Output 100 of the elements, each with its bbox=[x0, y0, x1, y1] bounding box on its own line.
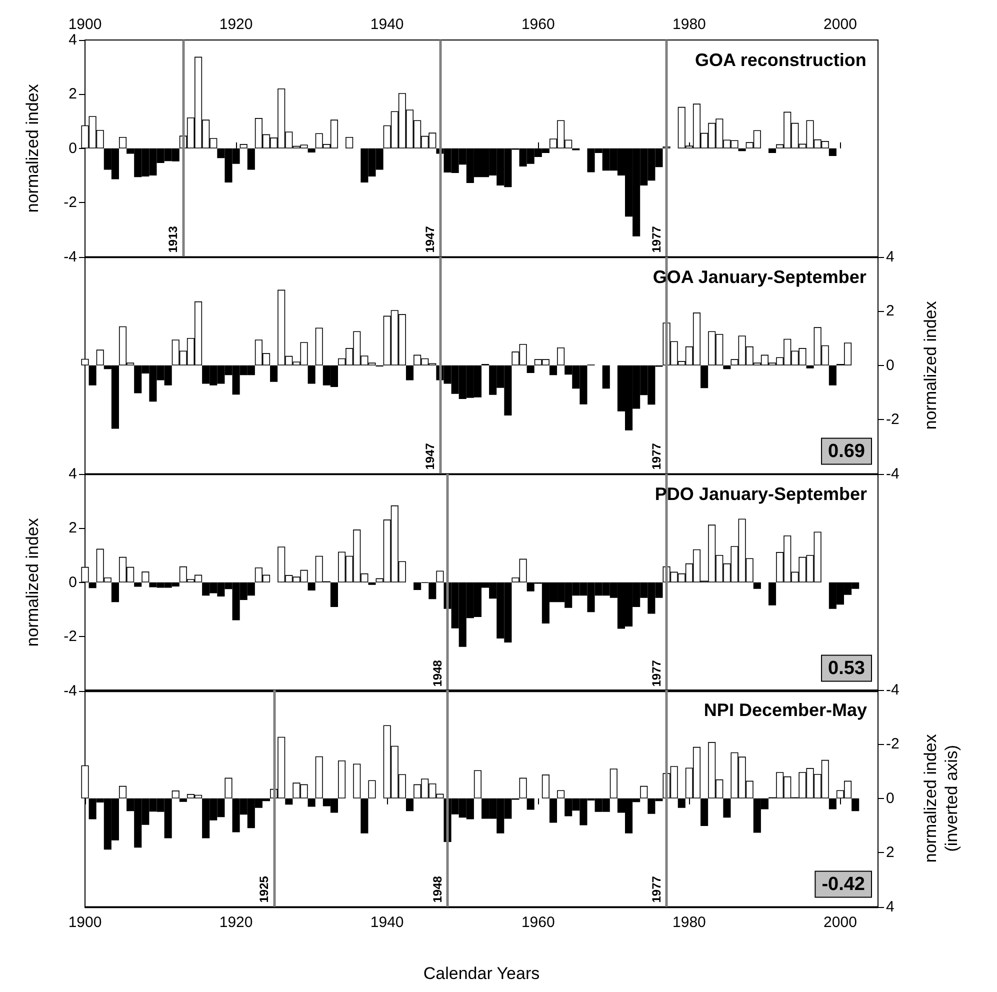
ref-line-label: 1977 bbox=[650, 442, 664, 470]
bar bbox=[526, 365, 534, 373]
bar bbox=[88, 582, 96, 588]
text: GOA reconstruction bbox=[694, 50, 866, 70]
bar bbox=[542, 774, 550, 799]
bar bbox=[828, 148, 836, 156]
bar bbox=[285, 798, 293, 805]
text: NPI December-May bbox=[704, 700, 868, 720]
bar bbox=[96, 349, 104, 366]
x-tick-label: 1900 bbox=[68, 914, 102, 931]
bar bbox=[549, 798, 558, 824]
bar bbox=[118, 136, 127, 148]
bar bbox=[852, 798, 860, 812]
ref-line-label: 1925 bbox=[256, 876, 271, 903]
annotation: 0.53 bbox=[828, 657, 866, 678]
bar bbox=[353, 764, 361, 799]
ref-line-label: 1947 bbox=[422, 442, 437, 470]
bar bbox=[308, 148, 316, 152]
annotation: 0.69 bbox=[828, 440, 866, 462]
bar bbox=[134, 582, 142, 586]
y-tick-label: 4 bbox=[886, 248, 894, 266]
y-tick-label: -4 bbox=[886, 465, 900, 482]
bar bbox=[368, 780, 376, 799]
annotation: -0.42 bbox=[822, 874, 866, 895]
y-tick-label: 0 bbox=[68, 573, 77, 590]
x-tick-label: 1960 bbox=[521, 914, 555, 931]
bar bbox=[142, 571, 150, 582]
y-tick-label: -4 bbox=[64, 682, 77, 699]
y-tick-label: -2 bbox=[886, 736, 900, 753]
y-tick-label: 2 bbox=[886, 302, 894, 320]
bar bbox=[806, 365, 814, 368]
bar bbox=[526, 798, 534, 810]
x-tick-label: 1900 bbox=[68, 16, 102, 33]
y-tick-label: 2 bbox=[886, 844, 894, 862]
bar bbox=[700, 365, 708, 388]
bar bbox=[723, 798, 731, 818]
bar bbox=[315, 327, 323, 366]
text: GOA January-September bbox=[652, 266, 866, 287]
bar bbox=[602, 365, 610, 388]
y-tick-label: -2 bbox=[64, 628, 77, 645]
y-tick-label: 2 bbox=[68, 86, 77, 103]
bar bbox=[723, 365, 731, 369]
bar bbox=[224, 778, 232, 799]
bar bbox=[700, 798, 708, 826]
bar bbox=[768, 582, 776, 605]
bar bbox=[828, 798, 836, 810]
ref-line-label: 1913 bbox=[166, 226, 180, 253]
bar bbox=[247, 148, 255, 170]
y-axis-title: normalized index bbox=[23, 517, 42, 646]
y-tick-label: 4 bbox=[68, 32, 77, 48]
ref-line-label: 1948 bbox=[430, 876, 445, 903]
bar bbox=[308, 582, 316, 590]
x-tick-label: 2000 bbox=[824, 914, 857, 931]
x-tick-label: 1940 bbox=[370, 914, 404, 931]
y-tick-label: -4 bbox=[64, 248, 77, 266]
y-tick-label: 2 bbox=[68, 519, 77, 536]
bar bbox=[610, 768, 618, 799]
bar bbox=[88, 365, 96, 386]
bar bbox=[270, 365, 278, 382]
bar bbox=[179, 798, 187, 802]
x-tick-label: 1980 bbox=[672, 16, 706, 33]
bar bbox=[315, 756, 323, 799]
bar bbox=[768, 148, 776, 153]
bar bbox=[240, 144, 248, 148]
ref-line-label: 1977 bbox=[650, 876, 664, 903]
text: PDO January-September bbox=[654, 484, 868, 504]
bar bbox=[557, 790, 565, 799]
x-axis-title: Calendar Years bbox=[423, 964, 540, 983]
bar bbox=[111, 582, 119, 602]
x-tick-label: 1960 bbox=[521, 16, 555, 33]
y-tick-label: 0 bbox=[886, 356, 894, 374]
y-tick-label: -2 bbox=[64, 194, 77, 212]
y-tick-label: -2 bbox=[886, 410, 900, 428]
bar bbox=[406, 798, 414, 812]
ref-line-label: 1977 bbox=[650, 226, 664, 253]
y-axis-title: normalized index bbox=[921, 300, 940, 430]
bar bbox=[753, 582, 761, 588]
bar bbox=[474, 770, 482, 799]
y-tick-label: 4 bbox=[886, 898, 894, 916]
bar bbox=[557, 347, 565, 366]
y-tick-label: 4 bbox=[68, 465, 77, 482]
y-axis-title: normalized index (inverted axis) bbox=[921, 734, 961, 863]
x-tick-label: 1920 bbox=[219, 16, 253, 33]
bar bbox=[436, 570, 444, 582]
x-tick-label: 1980 bbox=[672, 914, 706, 931]
ref-line-label: 1948 bbox=[430, 659, 445, 686]
x-tick-label: 2000 bbox=[824, 16, 857, 33]
y-axis-title: normalized index bbox=[23, 84, 42, 213]
bar bbox=[678, 798, 686, 808]
ref-line-label: 1977 bbox=[650, 659, 664, 686]
ref-line-label: 1947 bbox=[422, 226, 437, 253]
y-tick-label: 0 bbox=[68, 140, 77, 157]
bar bbox=[406, 365, 414, 380]
bar bbox=[172, 790, 180, 799]
bar bbox=[346, 136, 354, 148]
y-tick-label: 0 bbox=[886, 790, 894, 808]
x-tick-label: 1940 bbox=[370, 16, 404, 33]
y-tick-label: -4 bbox=[886, 682, 900, 699]
bar bbox=[640, 786, 648, 799]
bar bbox=[308, 798, 316, 808]
